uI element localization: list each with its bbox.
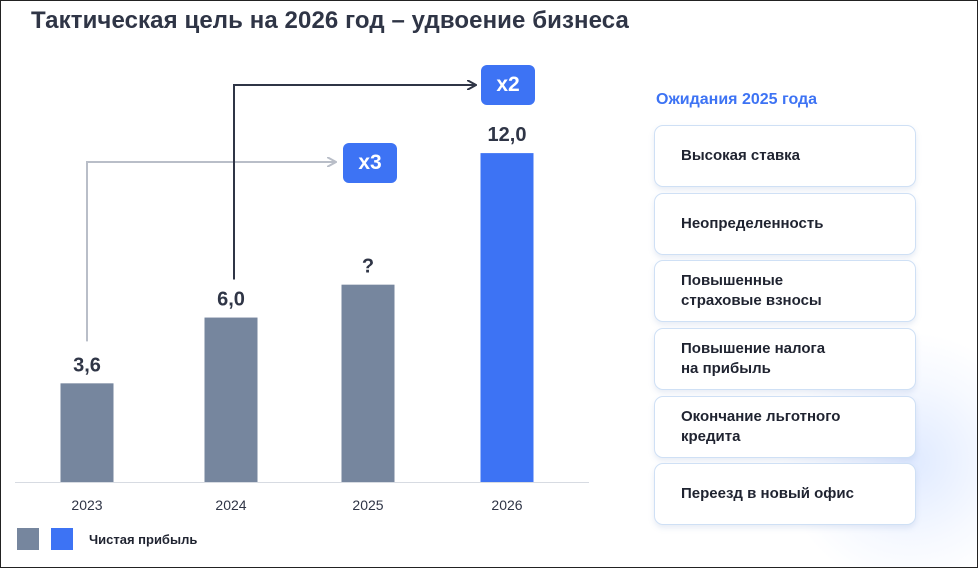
bar-chart: 3,6 2023 6,0 2024? 2025 12,0 2026 <box>15 1 589 513</box>
tick-label-2026: 2026 <box>491 497 522 513</box>
expectation-text: Повышенные страховые взносы <box>681 272 822 309</box>
expectation-card: Переезд в новый офис <box>654 463 916 525</box>
expectations-title: Ожидания 2025 года <box>656 91 818 108</box>
value-label-2025: ? <box>362 256 374 278</box>
multiplier-badge-x3: x3 <box>343 143 397 183</box>
multiplier-badge-x2: x2 <box>481 65 535 105</box>
bar-2024 <box>204 317 258 482</box>
value-label-2026: 12,0 <box>488 124 527 146</box>
tick-label-2024: 2024 <box>215 497 246 513</box>
bar-2026 <box>480 153 534 482</box>
expectation-card: Повышение налога на прибыль <box>654 328 916 390</box>
expectation-card: Повышенные страховые взносы <box>654 260 916 322</box>
legend-label: Чистая прибыль <box>89 532 198 547</box>
bar-2023 <box>60 383 114 482</box>
growth-arrow-x2 <box>233 85 475 280</box>
legend-swatch-gray <box>17 528 39 550</box>
legend-swatch-blue <box>51 528 73 550</box>
expectation-text: Высокая ставка <box>681 147 801 164</box>
value-label-2023: 3,6 <box>73 354 101 376</box>
tick-label-2025: 2025 <box>352 497 383 513</box>
value-label-2024: 6,0 <box>217 289 245 311</box>
expectation-text: Окончание льготного кредита <box>681 408 841 445</box>
expectation-card: Высокая ставка <box>654 125 916 187</box>
bar-2025 <box>341 284 395 482</box>
tick-label-2023: 2023 <box>71 497 102 513</box>
expectation-card: Неопределенность <box>654 193 916 255</box>
growth-arrow-x3 <box>86 162 335 342</box>
slide-title: Тактическая цель на 2026 год – удвоение … <box>31 7 629 34</box>
expectation-text: Неопределенность <box>681 215 824 232</box>
expectation-text: Повышение налога на прибыль <box>681 340 826 377</box>
expectation-text: Переезд в новый офис <box>681 485 854 502</box>
expectation-card: Окончание льготного кредита <box>654 396 916 458</box>
